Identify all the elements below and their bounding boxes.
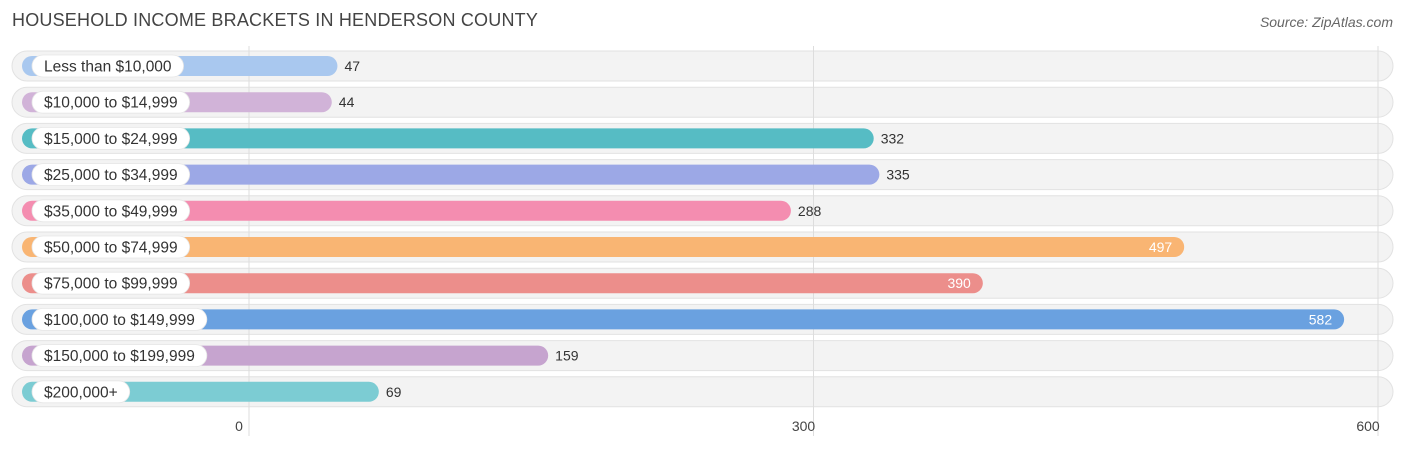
row-track: [11, 50, 1394, 82]
source-label: Source: ZipAtlas.com: [1259, 14, 1393, 30]
value-label: 497: [1149, 239, 1173, 255]
value-label: 159: [555, 348, 579, 364]
category-label: $15,000 to $24,999: [44, 131, 178, 148]
category-label-pill: [31, 235, 191, 259]
category-label: $75,000 to $99,999: [44, 276, 178, 293]
bar: [22, 237, 1185, 257]
bar: [22, 164, 880, 185]
value-label: 390: [947, 275, 971, 291]
bar: [22, 128, 874, 149]
value-label: 288: [798, 203, 822, 219]
bar: [22, 200, 791, 221]
value-label: 332: [881, 130, 905, 146]
x-tick-label: 300: [792, 418, 816, 434]
x-tick-label: 0: [235, 418, 243, 434]
bar: [22, 309, 1345, 330]
category-label: $25,000 to $34,999: [44, 167, 178, 184]
category-label-pill: [31, 127, 191, 150]
category-label-pill: [31, 380, 131, 404]
category-label-pill: [31, 90, 191, 114]
category-label-pill: [31, 199, 191, 223]
x-tick-label: 600: [1356, 418, 1380, 434]
category-label-pill: [31, 307, 208, 331]
category-label-pill: [31, 163, 191, 187]
value-label: 44: [339, 94, 355, 110]
category-label-pill: [31, 344, 208, 368]
category-label-pill: [31, 54, 184, 78]
category-label: $50,000 to $74,999: [44, 240, 178, 257]
category-label: $150,000 to $199,999: [44, 348, 195, 365]
category-label: $100,000 to $149,999: [44, 312, 195, 329]
row-track: [11, 86, 1394, 118]
value-label: 69: [386, 384, 402, 400]
chart-title: HOUSEHOLD INCOME BRACKETS IN HENDERSON C…: [12, 10, 539, 30]
category-label: Less than $10,000: [44, 59, 172, 76]
category-label: $10,000 to $14,999: [44, 95, 178, 112]
category-label: $35,000 to $49,999: [44, 203, 178, 220]
category-label: $200,000+: [44, 384, 118, 401]
value-label: 47: [344, 58, 360, 74]
value-label: 582: [1309, 311, 1333, 327]
bar: [22, 273, 983, 294]
value-label: 335: [886, 167, 910, 183]
category-label-pill: [31, 271, 191, 295]
